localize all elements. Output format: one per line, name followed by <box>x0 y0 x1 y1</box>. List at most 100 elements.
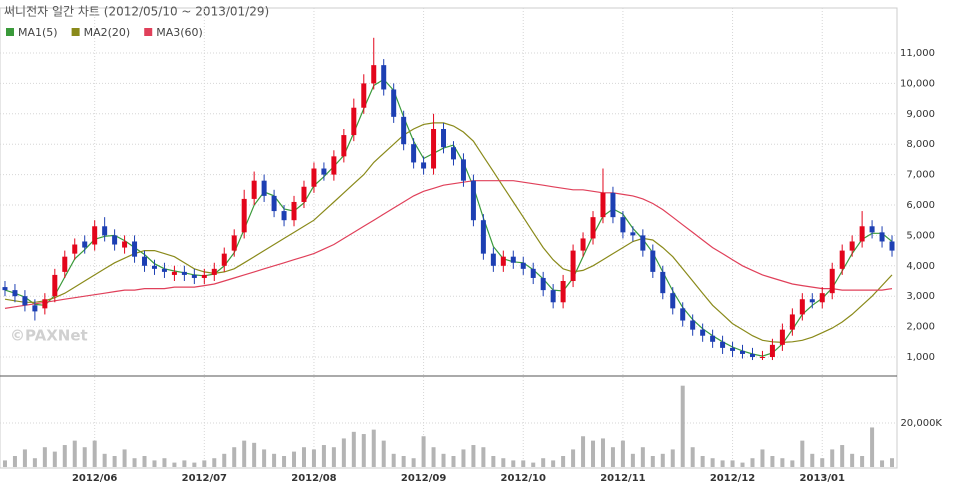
candle-body <box>171 271 177 275</box>
volume-bar <box>172 462 177 467</box>
volume-bar <box>122 449 127 467</box>
candle-body <box>789 314 795 330</box>
volume-bar <box>311 449 316 467</box>
volume-bar <box>441 453 446 467</box>
candle-body <box>331 156 337 175</box>
volume-bar <box>591 440 596 467</box>
candle-body <box>630 232 636 236</box>
candle-body <box>161 268 167 272</box>
candle-body <box>142 256 148 266</box>
y-tick-label: 10,000 <box>900 78 935 89</box>
legend-label: MA2(20) <box>84 26 131 39</box>
volume-bar <box>262 449 267 467</box>
candle-body <box>670 293 676 309</box>
candle-body <box>151 265 157 269</box>
volume-bar <box>740 462 745 467</box>
volume-bar <box>840 445 845 467</box>
volume-bar <box>890 458 895 467</box>
candle-body <box>819 293 825 303</box>
candle-body <box>82 241 88 248</box>
x-tick-label: 2012/06 <box>72 473 117 484</box>
y-tick-label: 9,000 <box>906 109 935 120</box>
volume-bar <box>551 460 556 467</box>
legend-swatch <box>6 28 14 36</box>
volume-bar <box>850 453 855 467</box>
legend-swatch <box>144 28 153 36</box>
y-tick-label: 8,000 <box>906 139 935 150</box>
volume-bar <box>152 460 157 467</box>
volume-bar <box>790 460 795 467</box>
candle-body <box>431 128 437 169</box>
candle-body <box>799 299 805 315</box>
volume-bar <box>760 449 765 467</box>
volume-bar <box>351 431 356 467</box>
x-tick-label: 2012/11 <box>600 473 645 484</box>
volume-bar <box>391 453 396 467</box>
candle-body <box>201 274 207 278</box>
volume-bar <box>341 438 346 467</box>
volume-bar <box>670 449 675 467</box>
candle-body <box>341 135 347 157</box>
candle-body <box>879 232 885 242</box>
volume-bar <box>531 462 536 467</box>
candle-body <box>42 299 48 309</box>
volume-bar <box>461 449 466 467</box>
legend-label: MA1(5) <box>18 26 58 39</box>
legend-label: MA3(60) <box>156 26 203 39</box>
candle-body <box>12 290 18 297</box>
x-tick-label: 2012/10 <box>501 473 546 484</box>
volume-bar <box>561 456 566 467</box>
x-tick-label: 2012/12 <box>710 473 755 484</box>
volume-bar <box>541 458 546 467</box>
y-tick-label: 20,000K <box>900 418 942 429</box>
candle-body <box>2 287 8 291</box>
candle-body <box>281 211 287 221</box>
volume-bar <box>301 447 306 467</box>
candle-body <box>191 274 197 278</box>
legend-swatch <box>71 28 80 36</box>
volume-bar <box>12 456 17 467</box>
candle-body <box>251 180 257 199</box>
volume-bar <box>680 385 685 467</box>
y-tick-label: 7,000 <box>906 170 935 181</box>
volume-bar <box>820 458 825 467</box>
candle-body <box>610 192 616 218</box>
ma-line <box>4 180 893 309</box>
volume-bar <box>22 449 27 467</box>
volume-bar <box>730 460 735 467</box>
volume-bar <box>202 460 207 467</box>
candle-body <box>590 217 596 239</box>
volume-bar <box>471 445 476 467</box>
volume-bar <box>331 447 336 467</box>
candle-body <box>32 305 38 312</box>
volume-bar <box>860 456 865 467</box>
y-tick-label: 2,000 <box>906 322 935 333</box>
candle-body <box>809 299 815 303</box>
candle-body <box>321 168 327 175</box>
volume-bar <box>222 453 227 467</box>
candle-body <box>291 201 297 221</box>
candle-body <box>749 353 755 357</box>
candle-body <box>211 268 217 275</box>
volume-bar <box>292 451 297 467</box>
candle-body <box>839 250 845 269</box>
volume-bar <box>521 460 526 467</box>
candle-body <box>72 244 78 254</box>
candle-body <box>112 235 118 245</box>
candle-body <box>231 235 237 251</box>
volume-bar <box>810 453 815 467</box>
volume-bar <box>361 434 366 467</box>
candle-body <box>480 220 486 254</box>
candle-body <box>271 195 277 212</box>
candle-body <box>700 329 706 336</box>
candle-body <box>261 180 267 196</box>
candle-body <box>580 238 586 251</box>
volume-bar <box>640 447 645 467</box>
volume-bar <box>321 445 326 467</box>
candle-body <box>132 241 138 257</box>
volume-bar <box>431 447 436 467</box>
volume-bar <box>112 456 117 467</box>
volume-bar <box>600 438 605 467</box>
x-tick-label: 2013/01 <box>800 473 845 484</box>
